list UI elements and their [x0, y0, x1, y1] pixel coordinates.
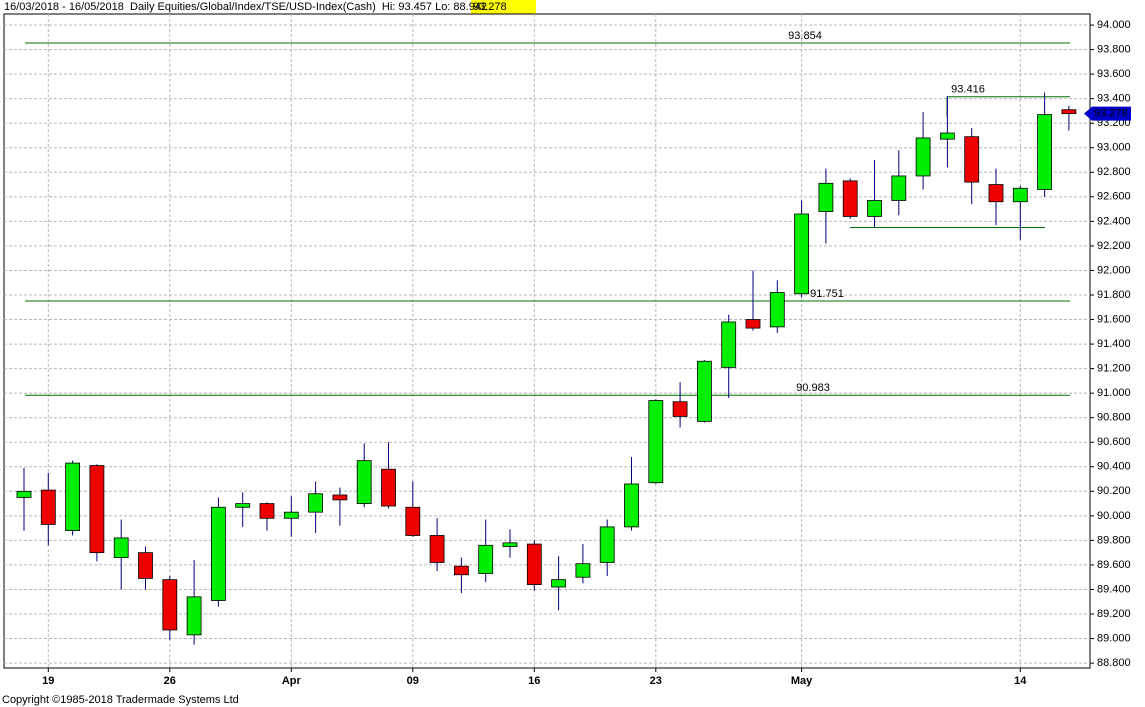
y-tick-label: 94.000	[1097, 19, 1131, 31]
y-tick-label: 92.600	[1097, 191, 1131, 203]
candle-body	[283, 511, 299, 519]
y-tick-label: 92.800	[1097, 166, 1131, 178]
chart-title: 16/03/2018 - 16/05/2018 Daily Equities/G…	[4, 1, 487, 13]
candle-body	[40, 489, 56, 525]
candle-body	[526, 543, 542, 585]
candle-body	[721, 321, 737, 368]
plot-frame	[3, 13, 1091, 669]
candle-body	[429, 535, 445, 563]
candle-body	[575, 563, 591, 578]
candle-body	[940, 132, 955, 140]
y-tick-label: 93.800	[1097, 43, 1131, 55]
candle-body	[162, 579, 178, 631]
candle-body	[988, 184, 1004, 203]
candle-body	[405, 506, 421, 536]
y-tick-label: 92.000	[1097, 264, 1131, 276]
y-tick-label: 92.400	[1097, 215, 1131, 227]
candle-body	[842, 180, 858, 217]
candle-body	[745, 319, 761, 329]
y-tick-label: 90.800	[1097, 412, 1131, 424]
candle-body	[138, 552, 153, 579]
last-price-tag-label: 93.278	[1094, 108, 1128, 120]
candle-body	[624, 483, 639, 528]
candle-body	[818, 182, 834, 212]
candle-body	[502, 542, 518, 547]
x-tick-label: May	[791, 675, 813, 687]
candle-body	[186, 596, 202, 636]
x-tick-label: Apr	[282, 675, 302, 687]
y-tick-label: 89.800	[1097, 534, 1131, 546]
y-tick-label: 90.200	[1097, 485, 1131, 497]
y-tick-label: 93.000	[1097, 142, 1131, 154]
candle-body	[65, 462, 80, 531]
candle-body	[332, 494, 348, 501]
y-tick-label: 93.400	[1097, 93, 1131, 105]
candle-body	[1037, 114, 1052, 190]
candle-body	[356, 460, 372, 504]
level-label: 90.983	[796, 382, 830, 394]
y-tick-label: 89.400	[1097, 583, 1131, 595]
candle-body	[599, 526, 615, 563]
candle-body	[1012, 187, 1028, 203]
x-tick-label: 14	[1014, 675, 1027, 687]
candle-body	[769, 292, 785, 328]
candle-body	[672, 401, 688, 417]
candle-body	[891, 175, 907, 201]
candle-body	[648, 400, 664, 484]
x-tick-label: 23	[650, 675, 662, 687]
y-tick-label: 88.800	[1097, 657, 1131, 669]
candle-body	[210, 506, 226, 601]
x-tick-label: 16	[528, 675, 540, 687]
candle-body	[235, 503, 251, 508]
last-highlight	[471, 0, 536, 14]
x-tick-label: 19	[42, 675, 54, 687]
y-tick-label: 89.200	[1097, 608, 1131, 620]
candle-body	[867, 200, 882, 217]
y-tick-label: 89.000	[1097, 632, 1131, 644]
footer: Copyright ©1985-2018 Tradermade Systems …	[2, 694, 239, 706]
candle-body	[259, 503, 275, 519]
candle-body	[1061, 109, 1077, 115]
x-tick-label: 09	[407, 675, 419, 687]
y-tick-label: 90.400	[1097, 461, 1131, 473]
y-tick-label: 89.600	[1097, 559, 1131, 571]
candle-body	[16, 490, 32, 498]
y-tick-label: 90.600	[1097, 436, 1131, 448]
y-tick-label: 90.000	[1097, 510, 1131, 522]
candle-body	[697, 360, 712, 422]
x-tick-label: 26	[164, 675, 176, 687]
candle-body	[89, 465, 105, 554]
last-price-tag	[1084, 106, 1131, 121]
candle-body	[964, 136, 980, 183]
y-tick-label: 91.200	[1097, 363, 1131, 375]
candle-body	[308, 493, 324, 513]
y-tick-label: 91.000	[1097, 387, 1131, 399]
candle-body	[551, 579, 566, 588]
candle-body	[381, 468, 396, 507]
candle-body	[478, 544, 494, 574]
candle-body	[453, 565, 469, 576]
candle-body	[794, 213, 809, 295]
level-label: 93.854	[788, 30, 822, 42]
candle-body	[113, 537, 129, 558]
y-tick-label: 93.200	[1097, 117, 1131, 129]
y-tick-label: 91.800	[1097, 289, 1131, 301]
y-tick-label: 92.200	[1097, 240, 1131, 252]
y-tick-label: 93.600	[1097, 68, 1131, 80]
level-label: 93.416	[951, 84, 985, 96]
y-tick-label: 91.400	[1097, 338, 1131, 350]
level-label: 91.751	[810, 288, 844, 300]
last-price: 93.278	[473, 1, 507, 13]
candle-body	[915, 137, 931, 177]
y-tick-label: 91.600	[1097, 313, 1131, 325]
